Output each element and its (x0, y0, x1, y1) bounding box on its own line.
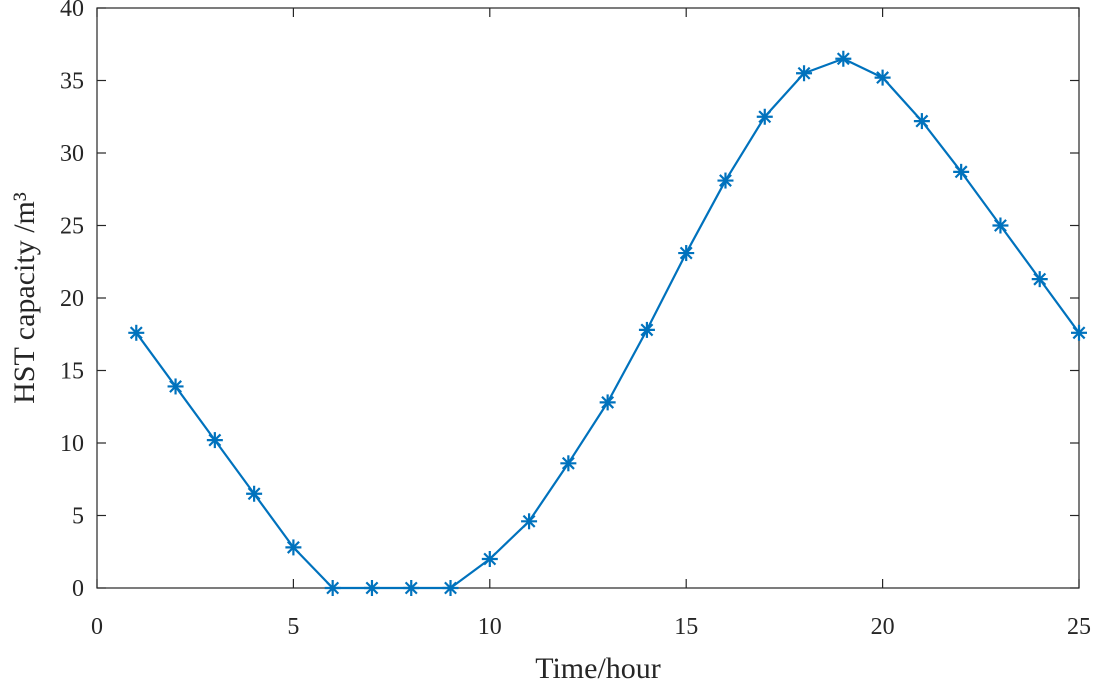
y-tick-label: 40 (60, 0, 84, 22)
data-point (1071, 324, 1087, 341)
data-point (992, 217, 1009, 234)
y-tick-label: 0 (72, 576, 84, 602)
data-point (913, 113, 930, 130)
data-point (835, 50, 852, 67)
y-tick-label: 30 (60, 141, 84, 167)
data-point (206, 432, 223, 449)
data-point (599, 394, 616, 411)
x-tick-label: 15 (674, 614, 698, 640)
data-point (363, 580, 380, 596)
x-tick-label: 0 (91, 614, 103, 640)
y-tick-label: 15 (60, 359, 84, 385)
x-tick-label: 5 (287, 614, 299, 640)
data-point (521, 513, 538, 530)
data-point (874, 69, 891, 86)
data-point (796, 65, 813, 82)
axis-ticks (96, 7, 1080, 589)
y-axis-label: HST capacity /m³ (8, 192, 41, 404)
data-point (442, 580, 459, 596)
y-tick-label: 10 (60, 431, 84, 457)
x-tick-label: 20 (871, 614, 895, 640)
data-point (638, 321, 655, 338)
plot-area (96, 7, 1080, 589)
y-tick-labels: 0 5 10 15 20 25 30 35 40 (60, 0, 84, 602)
y-tick-label: 25 (60, 214, 84, 240)
data-point (481, 551, 498, 567)
y-tick-label: 35 (60, 69, 84, 95)
x-tick-label: 10 (478, 614, 502, 640)
data-point (717, 172, 734, 189)
data-point (128, 324, 145, 341)
data-point (756, 108, 773, 125)
data-point (324, 580, 341, 596)
data-point (678, 245, 695, 262)
data-point (285, 539, 302, 556)
data-point (1031, 271, 1048, 288)
x-tick-labels: 0 5 10 15 20 25 (91, 614, 1091, 640)
x-tick-label: 25 (1067, 614, 1091, 640)
data-point (560, 455, 577, 472)
series-layer (128, 50, 1087, 596)
x-axis-label: Time/hour (535, 652, 661, 685)
data-point (167, 378, 184, 395)
data-point (403, 580, 420, 596)
data-point (246, 485, 263, 502)
data-point (953, 163, 970, 180)
y-tick-label: 20 (60, 286, 84, 312)
y-tick-label: 5 (72, 504, 84, 530)
